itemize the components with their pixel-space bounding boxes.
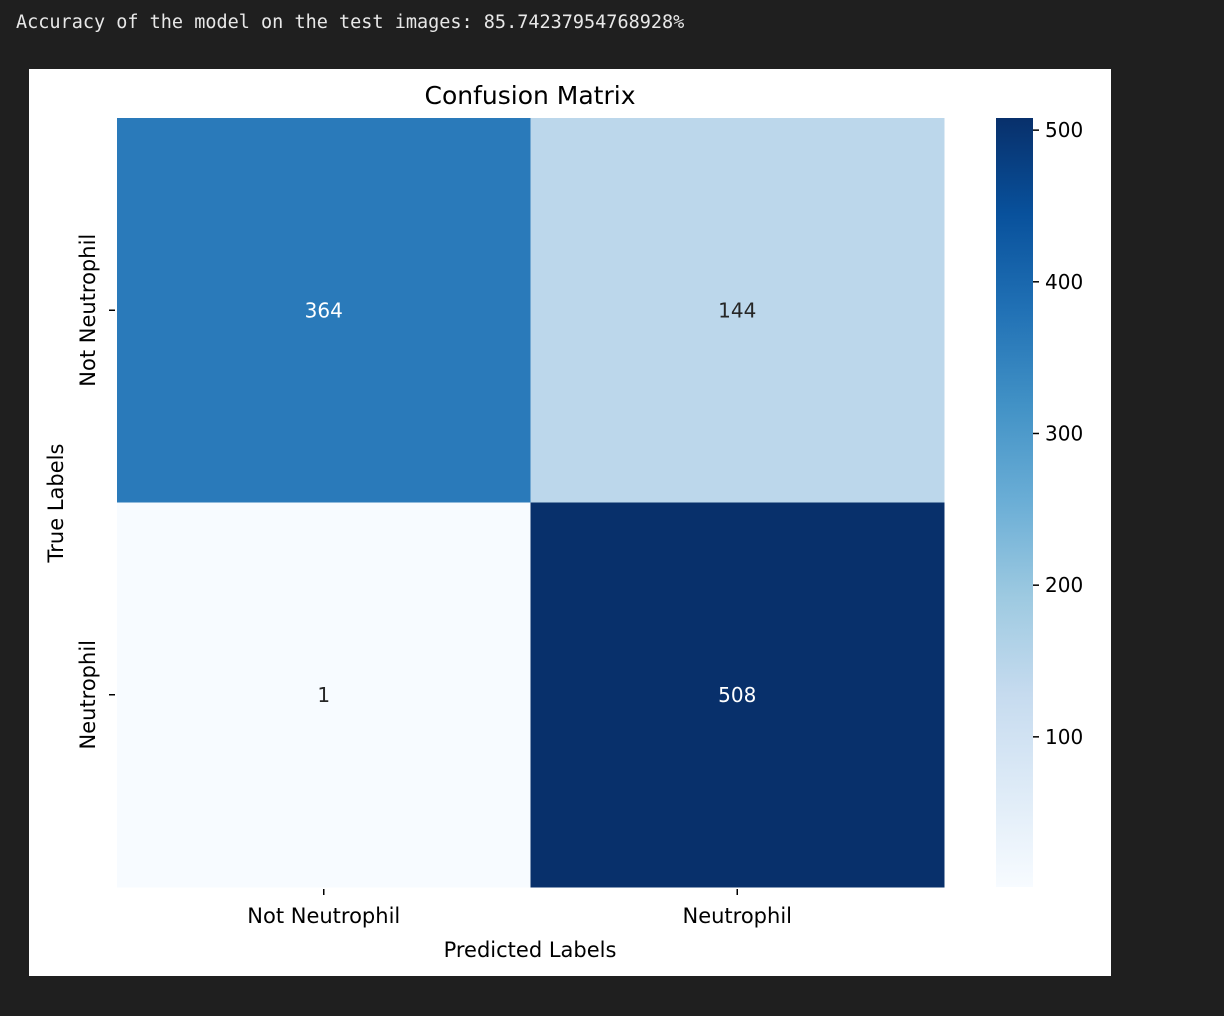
cell-value-label: 1	[317, 683, 330, 707]
colorbar	[996, 118, 1033, 887]
confusion-matrix-chart: Confusion Matrix 364 144 1 508 Not Neutroph…	[44, 81, 1083, 962]
colorbar-tick-label: 200	[1045, 573, 1083, 597]
colorbar-tick-label: 400	[1045, 270, 1083, 294]
heatmap-cell	[530, 502, 945, 888]
chart-figure: Confusion Matrix 364 144 1 508 Not Neutroph…	[29, 69, 1111, 976]
x-axis-label: Predicted Labels	[444, 938, 617, 962]
cell-value-label: 508	[718, 683, 756, 707]
colorbar-tick-label: 100	[1045, 725, 1083, 749]
y-tick-label: Not Neutrophil	[76, 234, 100, 387]
heatmap-cell	[117, 118, 531, 503]
colorbar-tick-label: 300	[1045, 421, 1083, 445]
heatmap-cell	[117, 502, 531, 888]
heatmap-cell	[530, 118, 945, 503]
chart-title: Confusion Matrix	[424, 81, 635, 110]
output-text: Accuracy of the model on the test images…	[16, 12, 685, 33]
cell-value-label: 144	[718, 298, 756, 322]
y-axis-label: True Labels	[44, 444, 68, 564]
y-tick-label: Neutrophil	[76, 640, 100, 750]
cell-value-label: 364	[305, 298, 343, 322]
x-tick-label: Neutrophil	[682, 904, 792, 928]
x-tick-label: Not Neutrophil	[247, 904, 400, 928]
colorbar-tick-label: 500	[1045, 118, 1083, 142]
